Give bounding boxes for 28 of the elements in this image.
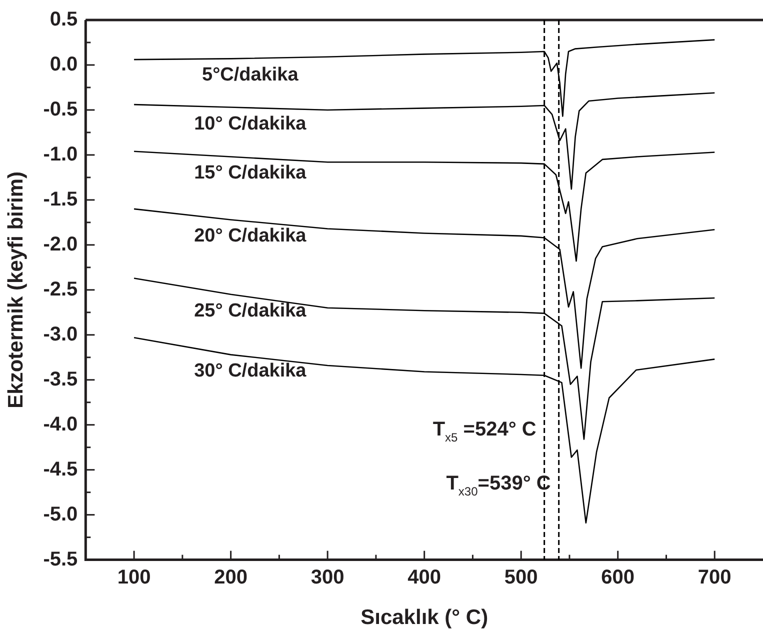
x-tick-label: 500: [504, 566, 538, 588]
y-tick-label: -1.0: [43, 143, 78, 166]
y-tick-label: -4.0: [43, 413, 78, 436]
y-tick-label: -1.5: [43, 188, 78, 210]
series-label: 10° C/dakika: [194, 113, 307, 134]
x-tick-label: 600: [601, 566, 635, 588]
y-tick-label: -4.5: [43, 458, 78, 480]
series-label: 5°C/dakika: [202, 64, 299, 86]
series-label: 20° C/dakika: [194, 226, 307, 247]
y-tick-label: -2.0: [43, 233, 78, 256]
y-tick-label: -0.5: [43, 98, 78, 120]
y-tick-label: -2.5: [43, 278, 78, 300]
y-axis-title: Ekzotermik (keyfi birim): [4, 171, 28, 408]
series-label: 15° C/dakika: [194, 162, 307, 184]
y-tick-label: 0.0: [50, 54, 78, 76]
y-tick-label: -5.5: [43, 548, 78, 570]
series-label: 30° C/dakika: [194, 360, 307, 382]
x-tick-label: 100: [117, 566, 151, 588]
x-tick-label: 400: [408, 566, 442, 588]
y-tick-label: 0.5: [50, 8, 78, 31]
y-tick-label: -5.0: [43, 503, 78, 526]
x-tick-label: 300: [310, 566, 344, 588]
x-tick-label: 700: [698, 566, 732, 588]
series-label: 25° C/dakika: [194, 300, 307, 322]
y-tick-label: -3.0: [43, 323, 78, 346]
x-tick-label: 200: [214, 566, 248, 588]
x-axis-title: Sıcaklık (° C): [360, 606, 488, 630]
y-tick-label: -3.5: [43, 368, 78, 390]
